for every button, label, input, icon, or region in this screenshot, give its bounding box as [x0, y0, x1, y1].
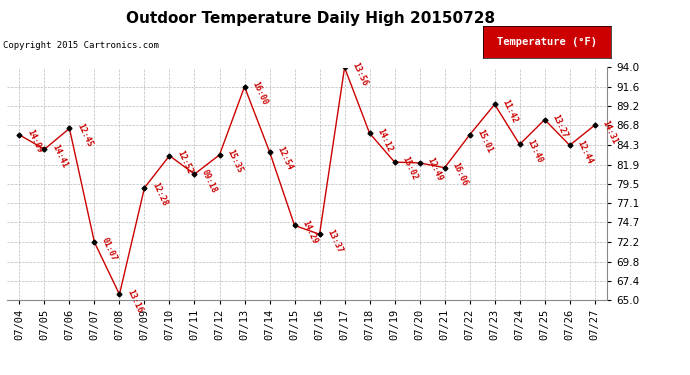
Text: 16:06: 16:06 [450, 161, 469, 188]
Text: 09:18: 09:18 [200, 168, 219, 194]
Text: 14:31: 14:31 [600, 118, 619, 145]
Text: 11:42: 11:42 [500, 98, 519, 124]
Text: 13:27: 13:27 [550, 113, 569, 140]
Text: 12:44: 12:44 [575, 139, 594, 165]
Text: 14:12: 14:12 [375, 127, 394, 153]
Text: 14:29: 14:29 [300, 219, 319, 245]
Text: 13:56: 13:56 [350, 61, 369, 87]
Text: 01:07: 01:07 [100, 236, 119, 262]
Text: 14:41: 14:41 [50, 143, 69, 169]
Text: 15:02: 15:02 [400, 156, 419, 182]
Text: 14:09: 14:09 [25, 128, 43, 155]
Text: 13:40: 13:40 [525, 138, 544, 164]
Text: 16:00: 16:00 [250, 80, 269, 106]
Text: 12:28: 12:28 [150, 181, 169, 208]
Text: 12:54: 12:54 [275, 145, 294, 171]
Text: 15:35: 15:35 [225, 148, 244, 175]
Text: 12:49: 12:49 [425, 156, 444, 183]
Text: Copyright 2015 Cartronics.com: Copyright 2015 Cartronics.com [3, 41, 159, 50]
Text: 15:01: 15:01 [475, 128, 494, 155]
Text: 13:37: 13:37 [325, 228, 344, 254]
Text: 13:16: 13:16 [125, 288, 144, 314]
Text: Outdoor Temperature Daily High 20150728: Outdoor Temperature Daily High 20150728 [126, 11, 495, 26]
Text: 12:45: 12:45 [75, 122, 94, 148]
Text: Temperature (°F): Temperature (°F) [497, 37, 597, 47]
Text: 12:52: 12:52 [175, 149, 194, 176]
